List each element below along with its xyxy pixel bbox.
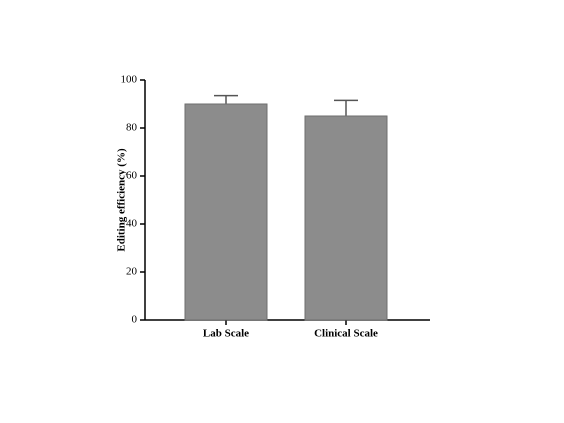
y-tick-label: 40 — [126, 218, 138, 230]
y-tick-label: 100 — [121, 74, 138, 86]
bar — [304, 115, 388, 321]
y-tick-label: 0 — [132, 314, 138, 326]
x-tick-label: Lab Scale — [203, 328, 249, 340]
x-tick-label: Clinical Scale — [314, 328, 378, 340]
y-axis-label: Editing efficiency (%) — [116, 148, 128, 252]
y-tick-label: 20 — [126, 266, 138, 278]
y-tick-label: 60 — [126, 170, 138, 182]
y-tick-label: 80 — [126, 122, 138, 134]
bar — [184, 103, 268, 321]
